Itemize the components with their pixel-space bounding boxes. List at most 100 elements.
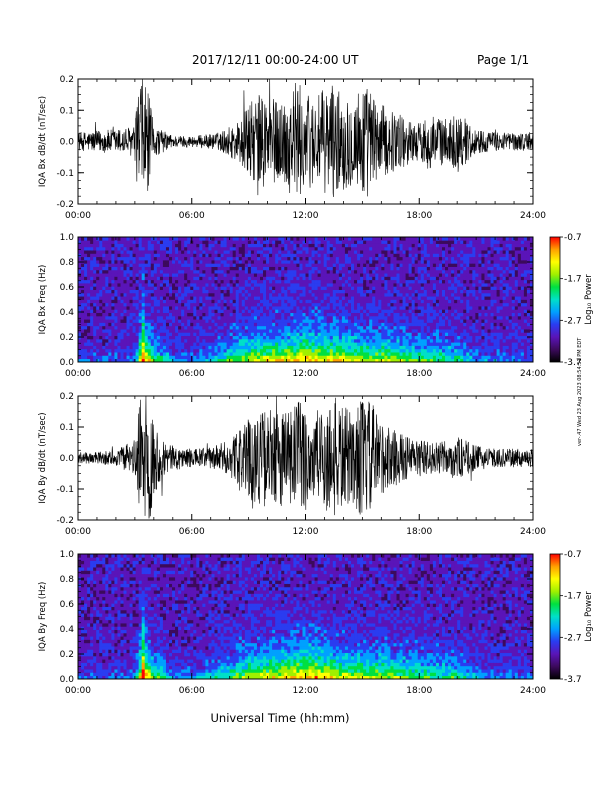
spectrogram-cell (332, 355, 337, 360)
spectrogram-cell (435, 253, 440, 258)
spectrogram-cell (448, 246, 452, 251)
spectrogram-cell (381, 296, 385, 300)
spectrogram-cell (463, 348, 467, 353)
spectrogram-cell (135, 319, 140, 323)
spectrogram-cell (266, 338, 270, 343)
spectrogram-cell (372, 266, 376, 271)
spectrogram-cell (114, 299, 118, 304)
spectrogram-cell (360, 253, 364, 258)
spectrogram-cell (332, 315, 337, 320)
spectrogram-cell (314, 292, 318, 297)
spectrogram-cell (132, 315, 136, 320)
spectrogram-cell (175, 250, 179, 254)
spectrogram-cell (93, 325, 97, 330)
spectrogram-cell (269, 296, 273, 300)
spectrogram-cell (263, 286, 267, 290)
spectrogram-cell (132, 325, 136, 330)
spectrogram-cell (120, 332, 124, 337)
spectrogram-cell (181, 263, 185, 267)
spectrogram-cell (402, 306, 406, 310)
spectrogram-cell (123, 296, 127, 300)
spectrogram-cell (150, 302, 155, 307)
spectrogram-cell (150, 279, 155, 284)
spectrogram-cell (445, 348, 449, 353)
spectrogram-cell (199, 273, 203, 277)
spectrogram-cell (311, 309, 315, 314)
spectrogram-cell (432, 352, 437, 356)
spectrogram-cell (235, 240, 240, 244)
spectrogram-cell (426, 269, 431, 274)
spectrogram-cell (175, 342, 179, 346)
spectrogram-cell (305, 286, 309, 290)
spectrogram-cell (438, 335, 443, 340)
spectrogram-cell (341, 273, 346, 277)
spectrogram-cell (293, 325, 297, 330)
spectrogram-cell (211, 352, 215, 356)
spectrogram-cell (393, 325, 397, 330)
spectrogram-cell (111, 286, 115, 290)
spectrogram-cell (187, 338, 191, 343)
spectrogram-cell (102, 342, 106, 346)
spectrogram-cell (214, 335, 218, 340)
spectrogram-cell (423, 266, 428, 271)
spectrogram-cell (296, 240, 300, 244)
spectrogram-cell (320, 266, 325, 271)
spectrogram-cell (405, 246, 409, 251)
spectrogram-cell (129, 279, 133, 284)
spectrogram-cell (117, 312, 121, 317)
spectrogram-cell (435, 256, 440, 261)
spectrogram-cell (87, 269, 91, 274)
spectrogram-cell (144, 358, 149, 362)
spectrogram-cell (369, 269, 373, 274)
spectrogram-cell (184, 299, 188, 304)
spectrogram-cell (266, 256, 270, 261)
spectrogram-cell (81, 286, 85, 290)
spectrogram-cell (108, 292, 112, 297)
spectrogram-cell (296, 253, 300, 258)
spectrogram-cell (147, 352, 152, 356)
spectrogram-cell (378, 279, 382, 284)
spectrogram-cell (123, 276, 127, 281)
spectrogram-cell (402, 286, 406, 290)
spectrogram-cell (84, 319, 88, 323)
spectrogram-cell (278, 256, 282, 261)
spectrogram-cell (184, 319, 188, 323)
spectrogram-cell (93, 306, 97, 310)
spectrogram-cell (108, 338, 112, 343)
spectrogram-cell (284, 276, 288, 281)
spectrogram-cell (87, 332, 91, 337)
spectrogram-cell (126, 240, 130, 244)
spectrogram-cell (263, 345, 267, 350)
spectrogram-cell (463, 266, 467, 271)
spectrogram-cell (432, 240, 437, 244)
spectrogram-cell (247, 266, 252, 271)
spectrogram-cell (341, 342, 346, 346)
spectrogram-cell (269, 355, 273, 360)
spectrogram-cell (266, 348, 270, 353)
spectrogram-cell (284, 250, 288, 254)
spectrogram-cell (132, 283, 136, 287)
spectrogram-cell (108, 306, 112, 310)
spectrogram-cell (178, 253, 182, 258)
spectrogram-cell (445, 332, 449, 337)
spectrogram-cell (108, 299, 112, 304)
spectrogram-cell (256, 342, 261, 346)
spectrogram-cell (284, 358, 288, 362)
spectrogram-cell (247, 358, 252, 362)
spectrogram-cell (165, 358, 170, 362)
spectrogram-cell (223, 358, 227, 362)
spectrogram-cell (405, 315, 409, 320)
spectrogram-cell (402, 273, 406, 277)
spectrogram-cell (260, 276, 264, 281)
spectrogram-cell (263, 266, 267, 271)
spectrogram-cell (111, 296, 115, 300)
spectrogram-cell (335, 276, 340, 281)
spectrogram-cell (414, 322, 419, 327)
spectrogram-cell (357, 273, 361, 277)
spectrogram-cell (241, 299, 246, 304)
panels-group: 00:00 06:00 12:00 18:00 24:000.20.10.0-0.1-0… (38, 75, 594, 696)
spectrogram-cell (457, 342, 461, 346)
spectrogram-cell (232, 315, 237, 320)
spectrogram-cell (156, 292, 161, 297)
spectrogram-cell (466, 335, 470, 340)
